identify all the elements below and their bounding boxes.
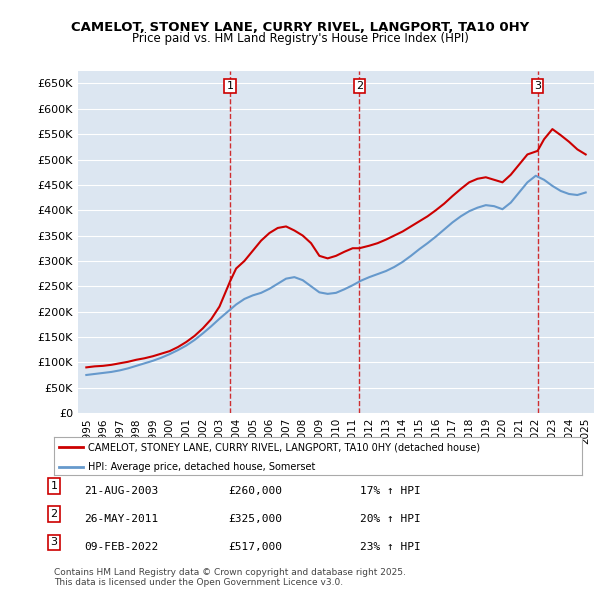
Text: 2: 2 [356, 81, 363, 91]
Text: CAMELOT, STONEY LANE, CURRY RIVEL, LANGPORT, TA10 0HY (detached house): CAMELOT, STONEY LANE, CURRY RIVEL, LANGP… [88, 442, 481, 453]
Text: 17% ↑ HPI: 17% ↑ HPI [360, 486, 421, 496]
Text: 1: 1 [227, 81, 233, 91]
Text: CAMELOT, STONEY LANE, CURRY RIVEL, LANGPORT, TA10 0HY: CAMELOT, STONEY LANE, CURRY RIVEL, LANGP… [71, 21, 529, 34]
Text: Contains HM Land Registry data © Crown copyright and database right 2025.
This d: Contains HM Land Registry data © Crown c… [54, 568, 406, 587]
Text: 3: 3 [50, 537, 58, 548]
Text: HPI: Average price, detached house, Somerset: HPI: Average price, detached house, Some… [88, 461, 316, 471]
Text: 23% ↑ HPI: 23% ↑ HPI [360, 542, 421, 552]
Text: £325,000: £325,000 [228, 514, 282, 524]
Text: 2: 2 [50, 509, 58, 519]
Text: 3: 3 [534, 81, 541, 91]
Text: Price paid vs. HM Land Registry's House Price Index (HPI): Price paid vs. HM Land Registry's House … [131, 32, 469, 45]
Text: £517,000: £517,000 [228, 542, 282, 552]
Text: 20% ↑ HPI: 20% ↑ HPI [360, 514, 421, 524]
Text: 09-FEB-2022: 09-FEB-2022 [84, 542, 158, 552]
Text: £260,000: £260,000 [228, 486, 282, 496]
Text: 26-MAY-2011: 26-MAY-2011 [84, 514, 158, 524]
Text: 1: 1 [50, 481, 58, 491]
Text: 21-AUG-2003: 21-AUG-2003 [84, 486, 158, 496]
